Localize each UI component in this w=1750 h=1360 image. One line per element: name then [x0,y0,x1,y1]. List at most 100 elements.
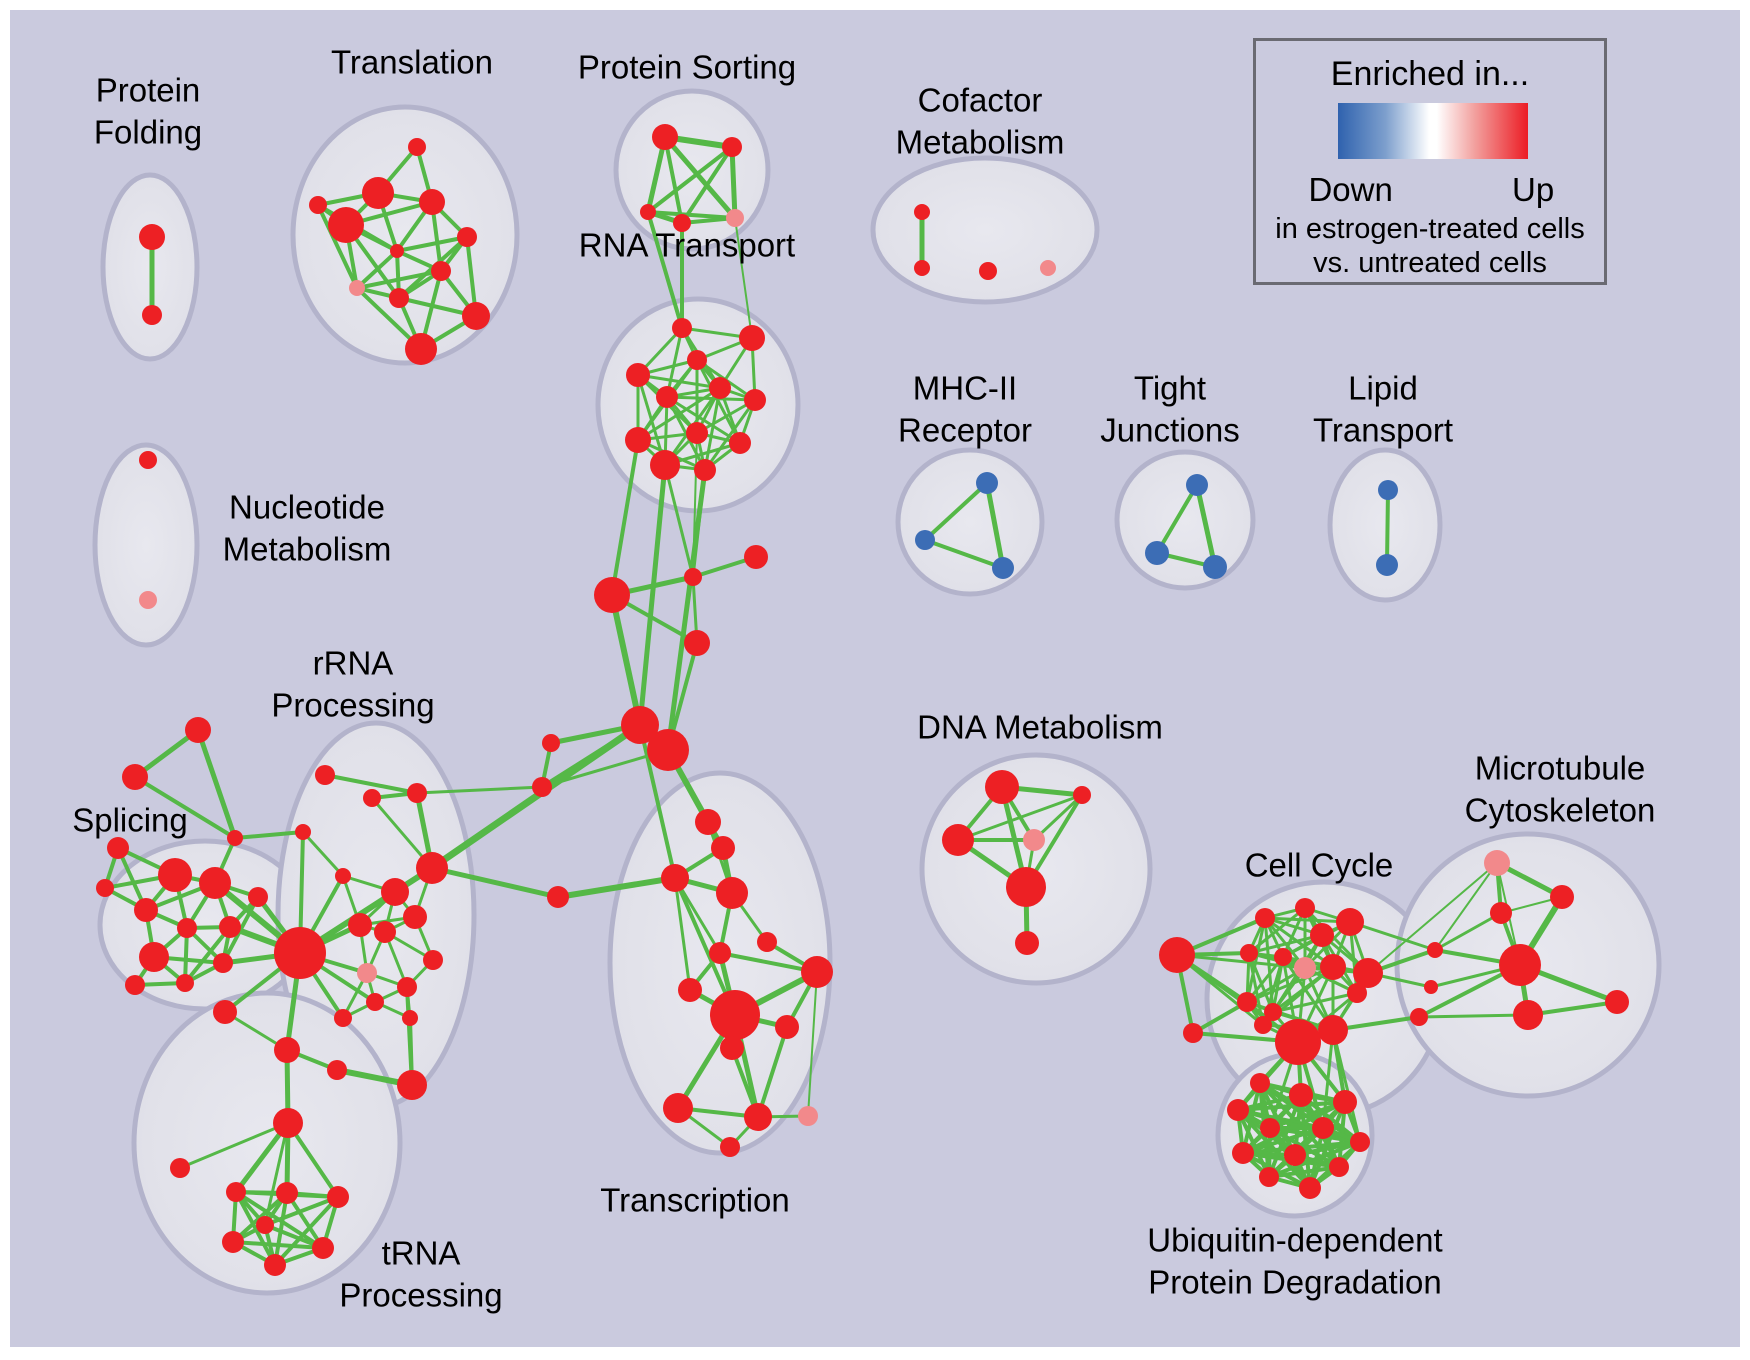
network-node [672,318,692,338]
network-node [213,1000,237,1024]
network-edge [415,785,544,795]
legend-gradient-bar [1338,103,1528,159]
network-node [739,325,765,351]
network-node [1312,1117,1334,1139]
network-edge [178,1121,290,1170]
network-edge [673,876,692,992]
network-node [684,568,702,586]
network-node [709,942,731,964]
network-node [315,765,335,785]
network-node [656,386,678,408]
network-node [177,918,197,938]
network-node [1186,474,1208,496]
network-node [1159,937,1195,973]
network-node [992,557,1014,579]
network-node [256,1216,274,1234]
network-edge [1241,1126,1325,1155]
network-edge [1385,488,1390,567]
network-edge [1245,916,1267,1004]
network-node [1605,990,1629,1014]
network-node [142,305,162,325]
network-node [722,137,742,157]
network-node [979,262,997,280]
network-node [462,302,490,330]
network-node [694,459,716,481]
network-node [720,1137,740,1157]
network-node [1336,908,1364,936]
network-node [542,734,560,752]
network-node [1232,1142,1254,1164]
network-node [248,887,268,907]
network-node [1513,1000,1543,1030]
network-node [915,530,935,550]
network-edge [665,326,684,399]
cluster-label-micro: Cytoskeleton [1465,792,1656,829]
network-node [295,824,311,840]
network-node [226,1182,246,1202]
network-node [626,363,650,387]
network-node [1350,1132,1370,1152]
network-node [381,878,409,906]
network-edge [923,481,989,542]
network-edge [1245,966,1307,1004]
network-node [1299,1177,1321,1199]
network-node [673,214,691,232]
network-edge [133,775,237,840]
network-node [976,472,998,494]
cluster-label-fold: Folding [94,114,202,151]
cluster-label-splice: Splicing [72,802,188,839]
network-node [801,956,833,988]
network-edge [1247,906,1307,955]
network-node [1347,983,1367,1003]
network-node [327,1186,349,1208]
cluster-label-mhc: MHC-II [913,370,1017,407]
network-node [423,950,443,970]
network-edge [1271,991,1359,1014]
network-edge [703,386,722,472]
cluster-label-ubiq: Protein Degradation [1148,1264,1442,1301]
network-node [363,789,381,807]
network-edge [984,480,1006,571]
network-node [985,770,1019,804]
cluster-label-dna: DNA Metabolism [917,709,1163,746]
layer-nodes [96,124,1629,1276]
network-node [729,432,751,454]
network-node [1284,1144,1306,1166]
network-edge [316,203,359,290]
network-node [1295,898,1315,918]
legend-up-label: Up [1512,171,1555,208]
network-node [374,921,396,943]
network-node [744,389,766,411]
cluster-label-cofac: Cofactor [918,82,1043,119]
network-node [1424,980,1438,994]
network-node [328,207,364,243]
cluster-ellipse-tight [1114,449,1256,591]
network-node [798,1106,818,1126]
network-edge [273,1195,340,1267]
network-node [1260,1118,1280,1138]
network-edge [195,727,238,841]
network-node [695,809,721,835]
network-edge [1434,862,1498,951]
network-node [1254,1016,1272,1034]
cluster-label-lipid: Lipid [1348,370,1418,407]
network-edge [665,467,708,753]
network-node [327,1060,347,1080]
network-node [1378,480,1398,500]
network-node [1376,554,1398,576]
network-node [222,1231,244,1253]
network-node [419,189,445,215]
cluster-ellipse-lipid [1327,447,1443,603]
network-node [185,717,211,743]
network-node [711,836,735,860]
network-edge [231,1240,325,1250]
network-edge [395,235,469,253]
network-node [1318,1015,1348,1045]
network-node [621,706,659,744]
network-edge [1367,862,1498,974]
cluster-label-ubiq: Ubiquitin-dependent [1147,1222,1442,1259]
cluster-label-trna: tRNA [382,1235,461,1272]
network-node [652,124,678,150]
network-node [1227,1099,1249,1121]
